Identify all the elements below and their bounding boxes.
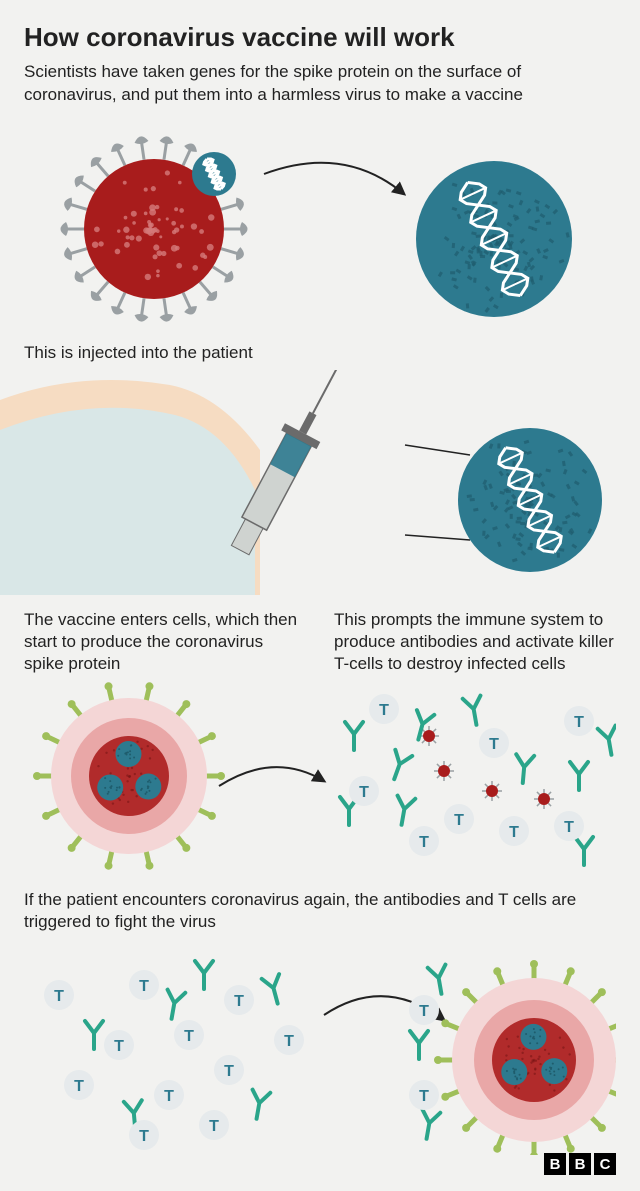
step1-graphic — [24, 119, 616, 334]
step3-caption-left: The vaccine enters cells, which then sta… — [24, 609, 306, 675]
svg-text:T: T — [574, 714, 584, 731]
svg-text:T: T — [419, 834, 429, 851]
svg-text:T: T — [454, 812, 464, 829]
svg-text:T: T — [139, 978, 149, 995]
svg-text:T: T — [164, 1088, 174, 1105]
svg-text:T: T — [234, 993, 244, 1010]
bbc-logo-letter: C — [594, 1153, 616, 1175]
page-title: How coronavirus vaccine will work — [24, 22, 616, 53]
svg-text:T: T — [224, 1063, 234, 1080]
svg-text:T: T — [419, 1003, 429, 1020]
svg-text:T: T — [114, 1038, 124, 1055]
bbc-logo-letter: B — [569, 1153, 591, 1175]
svg-text:T: T — [209, 1118, 219, 1135]
page-subtitle: Scientists have taken genes for the spik… — [24, 61, 616, 107]
bbc-logo-letter: B — [544, 1153, 566, 1175]
svg-text:T: T — [419, 1088, 429, 1105]
step4-caption: If the patient encounters coronavirus ag… — [24, 889, 616, 933]
svg-text:T: T — [379, 702, 389, 719]
svg-text:T: T — [359, 784, 369, 801]
svg-text:T: T — [139, 1128, 149, 1145]
svg-text:T: T — [564, 819, 574, 836]
svg-text:T: T — [184, 1028, 194, 1045]
svg-text:T: T — [284, 1033, 294, 1050]
step2-graphic — [0, 370, 640, 595]
step3-caption-right: This prompts the immune system to produc… — [334, 609, 616, 675]
svg-text:T: T — [74, 1078, 84, 1095]
svg-text:T: T — [509, 824, 519, 841]
svg-text:T: T — [54, 988, 64, 1005]
step2-caption: This is injected into the patient — [24, 342, 616, 364]
svg-text:T: T — [489, 736, 499, 753]
bbc-logo: B B C — [544, 1153, 616, 1175]
step4-graphic: T T T T T T T T T T T T T — [24, 935, 616, 1155]
step3-graphic: T T T T T T T T — [24, 681, 616, 871]
